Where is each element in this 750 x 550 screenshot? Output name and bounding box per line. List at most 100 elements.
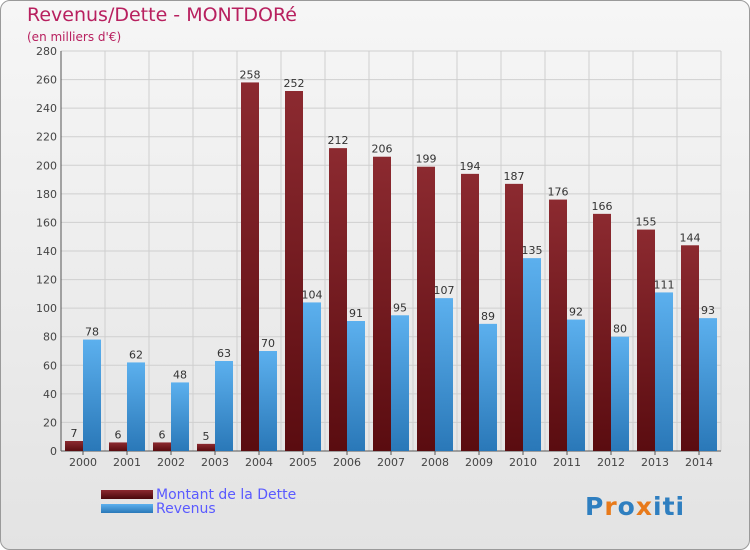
bar-debt [505,183,523,451]
x-tick-label: 2008 [421,456,449,469]
legend-label-revenus: Revenus [156,501,216,517]
bar-debt [681,245,699,451]
data-label-debt: 155 [636,216,657,229]
data-label-debt: 258 [240,68,261,81]
y-tick-label: 120 [36,274,57,287]
bar-revenue [127,362,145,451]
data-label-revenue: 95 [393,301,407,314]
y-tick-label: 0 [50,445,57,458]
data-label-revenue: 70 [261,337,275,350]
data-label-debt: 144 [680,231,701,244]
bar-revenue [171,382,189,451]
x-tick-label: 2001 [113,456,141,469]
legend-label-dette: Montant de la Dette [156,487,297,503]
bar-revenue [303,302,321,451]
data-label-revenue: 62 [129,348,143,361]
data-label-debt: 6 [115,428,122,441]
data-label-revenue: 80 [613,323,627,336]
bar-revenue [611,336,629,451]
data-label-debt: 6 [159,428,166,441]
data-label-debt: 212 [328,134,349,147]
y-tick-label: 60 [43,359,57,372]
data-label-revenue: 91 [349,307,363,320]
y-tick-label: 180 [36,188,57,201]
x-tick-label: 2002 [157,456,185,469]
x-tick-label: 2003 [201,456,229,469]
bar-debt [241,82,259,451]
logo-letter: i [675,492,686,521]
y-tick-label: 260 [36,74,57,87]
bar-debt [593,213,611,451]
data-label-debt: 166 [592,200,613,213]
proxiti-logo: Proxiti [585,492,685,521]
bar-revenue [83,339,101,451]
y-tick-label: 140 [36,245,57,258]
data-label-debt: 199 [416,153,437,166]
logo-letter: o [617,492,636,521]
x-tick-label: 2005 [289,456,317,469]
y-tick-label: 280 [36,45,57,58]
x-tick-label: 2000 [69,456,97,469]
bar-debt [637,229,655,451]
data-label-revenue: 92 [569,306,583,319]
data-label-revenue: 63 [217,347,231,360]
data-label-revenue: 107 [434,284,455,297]
bar-revenue [567,319,585,451]
x-tick-label: 2007 [377,456,405,469]
bar-debt [285,91,303,451]
chart-title: Revenus/Dette - MONTDORé [27,4,297,26]
bar-revenue [523,258,541,451]
logo-letter: t [662,492,676,521]
logo-letter: r [604,492,618,521]
data-labels: 7 78 6 62 6 48 5 63 258 70 252 104 212 91 206 95 199 107 1… [71,68,716,442]
bar-revenue [215,361,233,451]
data-label-debt: 194 [460,160,481,173]
data-label-debt: 7 [71,427,78,440]
data-label-debt: 252 [284,77,305,90]
y-tick-label: 40 [43,388,57,401]
bar-debt [109,442,127,451]
bar-revenue [347,321,365,451]
legend-swatch-dette [101,490,153,499]
bar-debt [373,156,391,451]
bar-debt [197,443,215,451]
x-tick-label: 2004 [245,456,273,469]
y-tick-label: 160 [36,216,57,229]
bar-debt [549,199,567,451]
y-tick-label: 20 [43,416,57,429]
x-tick-label: 2010 [509,456,537,469]
bar-revenue [435,298,453,451]
chart-subtitle: (en milliers d'€) [27,30,122,44]
logo-letter: i [653,492,663,521]
data-label-debt: 176 [548,186,569,199]
bar-debt [153,442,171,451]
data-label-debt: 206 [372,143,393,156]
logo-letter: P [585,492,605,521]
bars [65,82,717,451]
data-label-debt: 187 [504,170,525,183]
bar-debt [65,441,83,451]
data-label-revenue: 48 [173,368,187,381]
legend-swatch-revenus [101,504,153,513]
bar-debt [461,173,479,451]
y-tick-label: 80 [43,331,57,344]
logo-letter: x [635,492,653,521]
data-label-debt: 5 [203,430,210,443]
data-label-revenue: 104 [302,288,323,301]
bar-revenue [699,318,717,451]
bar-revenue [259,351,277,451]
x-tick-label: 2012 [597,456,625,469]
y-tick-label: 220 [36,131,57,144]
bar-debt [329,148,347,451]
y-tick-label: 240 [36,102,57,115]
x-tick-label: 2013 [641,456,669,469]
bar-revenue [479,323,497,451]
bar-revenue [655,292,673,451]
data-label-revenue: 78 [85,326,99,339]
bar-debt [417,166,435,451]
data-label-revenue: 89 [481,310,495,323]
x-tick-label: 2011 [553,456,581,469]
x-tick-label: 2009 [465,456,493,469]
